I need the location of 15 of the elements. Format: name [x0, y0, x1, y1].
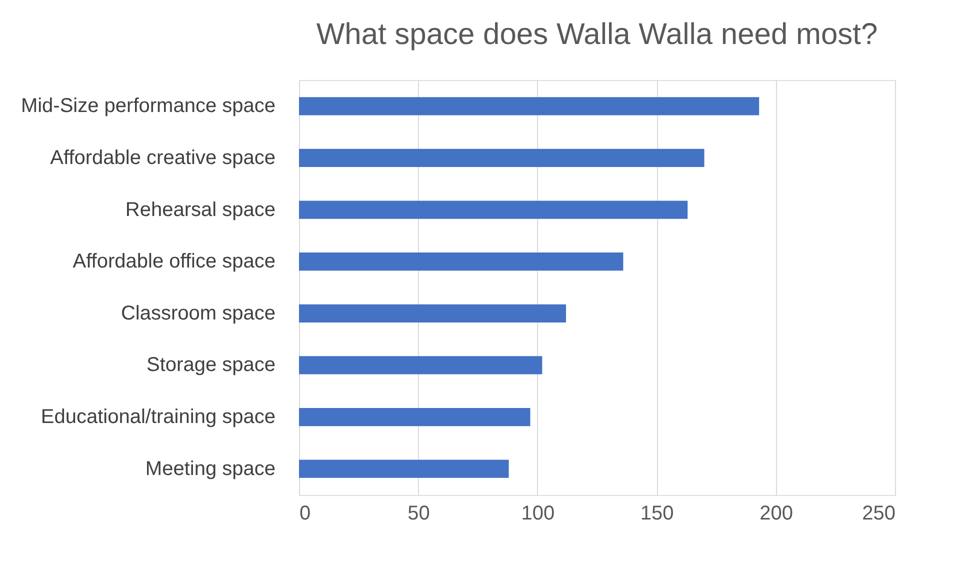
x-tick-label: 100	[521, 502, 555, 524]
x-tick-label: 200	[760, 502, 793, 524]
x-tick-label: 0	[300, 502, 311, 524]
y-tick-label: Affordable office space	[72, 250, 276, 273]
x-tick-label: 250	[862, 502, 896, 524]
y-tick-label: Storage space	[146, 354, 276, 376]
y-tick-label: Meeting space	[145, 458, 276, 480]
y-tick-label: Classroom space	[120, 302, 276, 324]
chart-title: What space does Walla Walla need most?	[316, 18, 878, 51]
y-tick-label: Mid-Size performance space	[20, 95, 276, 118]
y-tick-label: Rehearsal space	[125, 198, 276, 221]
y-tick-label: Affordable creative space	[50, 146, 276, 169]
y-tick-label: Educational/training space	[40, 406, 276, 428]
x-tick-label: 50	[408, 502, 430, 524]
x-tick-label: 150	[640, 502, 674, 524]
